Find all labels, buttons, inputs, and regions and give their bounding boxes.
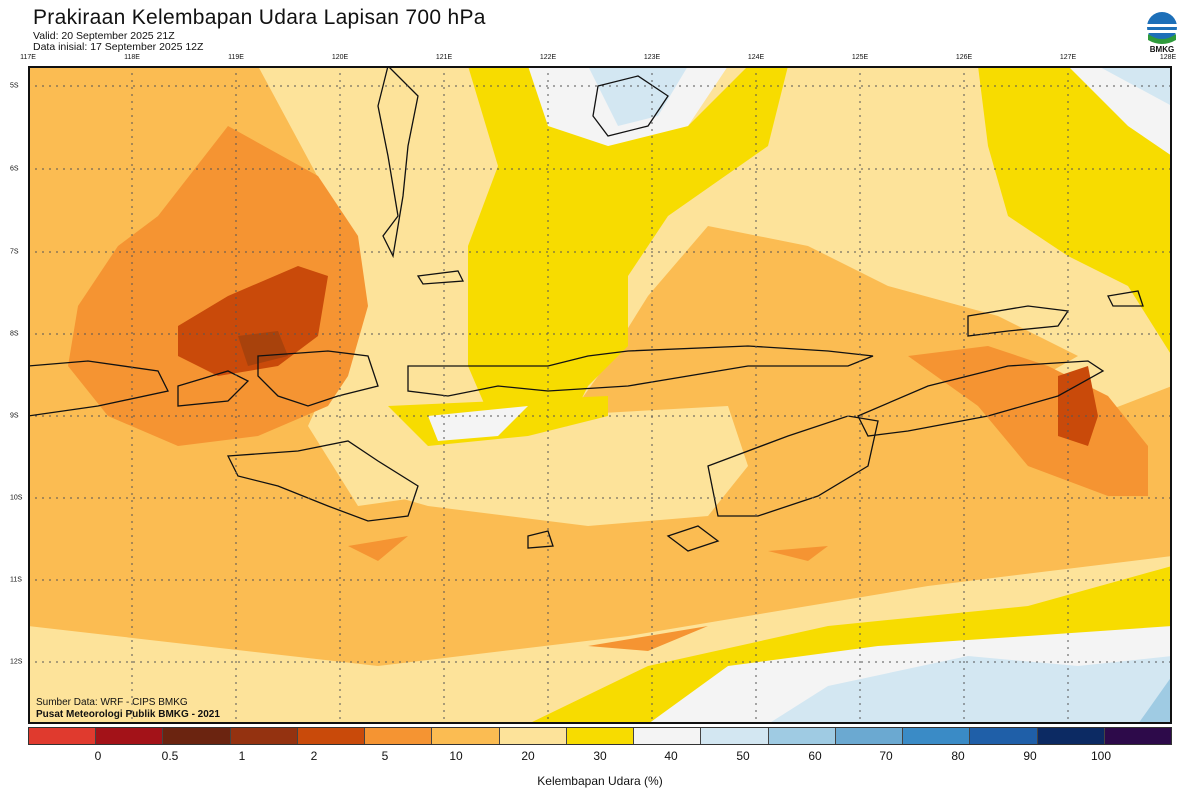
lon-label: 124E — [747, 54, 765, 61]
colorbar — [28, 727, 1172, 745]
dark-core-west — [238, 331, 288, 366]
orange-zone-east — [908, 346, 1148, 496]
colorbar-swatch — [1037, 728, 1105, 744]
colorbar-tick: 5 — [381, 749, 389, 763]
coastlines — [28, 66, 1144, 552]
colorbar-tick: 10 — [449, 749, 463, 763]
colorbar-tick: 100 — [1090, 749, 1112, 763]
colorbar-swatch — [1104, 728, 1171, 744]
coast-lombok — [177, 370, 250, 407]
lon-label: 128E — [1159, 54, 1177, 61]
blue-corner-se — [1138, 676, 1172, 724]
lon-label: 127E — [1059, 54, 1077, 61]
lat-label: 7S — [10, 248, 19, 256]
coast-bali — [28, 360, 169, 417]
colorbar-tick: 90 — [1023, 749, 1037, 763]
lat-label: 10S — [10, 494, 23, 502]
valid-time: Valid: 20 September 2025 21Z — [33, 30, 175, 42]
colorbar-swatch — [701, 728, 769, 744]
lat-label: 9S — [10, 412, 19, 420]
blue-patch-north — [588, 66, 688, 126]
logo-label: BMKG — [1149, 45, 1175, 54]
lon-label: 125E — [851, 54, 869, 61]
colorbar-tick: 80 — [951, 749, 965, 763]
gridlines — [28, 66, 1172, 724]
lat-label: 8S — [10, 330, 19, 338]
lon-label: 118E — [124, 54, 140, 61]
white-patch-lombok — [428, 406, 528, 441]
init-time: Data inisial: 17 September 2025 12Z — [33, 41, 204, 53]
yellow-zone-ne — [978, 66, 1172, 356]
lat-label: 6S — [10, 165, 19, 173]
lon-label: 119E — [228, 54, 244, 61]
lat-label: 5S — [10, 82, 19, 90]
orange-streak-1 — [348, 536, 408, 561]
colorbar-swatch — [970, 728, 1038, 744]
lon-label: 123E — [643, 54, 661, 61]
blue-zone-south — [768, 656, 1172, 724]
colorbar-tick: 2 — [310, 749, 318, 763]
coast-sulawesi-south — [377, 66, 419, 259]
colorbar-tick: 0 — [94, 749, 102, 763]
lon-label: 120E — [331, 54, 349, 61]
dark-zone-east — [1058, 366, 1098, 446]
coast-rote — [666, 525, 720, 552]
bmkg-logo-icon — [1147, 12, 1177, 44]
coast-alor — [967, 305, 1070, 337]
map-title: Prakiraan Kelembapan Udara Lapisan 700 h… — [33, 6, 486, 29]
lon-label: 117E — [20, 54, 36, 61]
dark-zone-west — [178, 266, 328, 376]
colorbar-swatch — [365, 728, 433, 744]
colorbar-tick: 1 — [238, 749, 246, 763]
coast-kalao — [416, 270, 465, 285]
credit-source: Sumber Data: WRF - CIPS BMKG — [36, 697, 188, 708]
colorbar-tick: 60 — [808, 749, 822, 763]
coast-sumba — [226, 440, 419, 522]
coast-northeast — [1107, 290, 1144, 307]
colorbar-swatch — [163, 728, 231, 744]
colorbar-swatch — [297, 728, 366, 744]
colorbar-swatch — [499, 728, 567, 744]
lat-label: 11S — [10, 576, 22, 584]
colorbar-swatch — [230, 728, 298, 744]
coast-timor — [707, 415, 879, 517]
coast-sumbawa — [257, 350, 379, 407]
orange-zone-west — [68, 126, 368, 446]
orange-streak-3 — [768, 546, 828, 561]
credit-org: Pusat Meteorologi Publik BMKG - 2021 — [36, 709, 220, 720]
colorbar-swatch — [29, 728, 97, 744]
colorbar-tick: 40 — [664, 749, 678, 763]
coast-flores — [407, 345, 874, 397]
lat-label: 12S — [10, 658, 23, 666]
colorbar-swatch — [768, 728, 836, 744]
colorbar-swatch — [432, 728, 500, 744]
lon-label: 126E — [955, 54, 973, 61]
humidity-map — [28, 66, 1172, 724]
colorbar-tick: 70 — [879, 749, 893, 763]
lon-label: 122E — [539, 54, 557, 61]
colorbar-swatch — [634, 728, 702, 744]
colorbar-tick: 50 — [736, 749, 750, 763]
colorbar-swatch — [96, 728, 164, 744]
colorbar-tick: 20 — [521, 749, 535, 763]
colorbar-swatch — [903, 728, 971, 744]
colorbar-swatch — [835, 728, 904, 744]
orange-streak-2 — [588, 626, 708, 651]
coast-timor-east — [857, 360, 1105, 437]
colorbar-tick: 0.5 — [161, 749, 179, 763]
lon-label: 121E — [435, 54, 453, 61]
coast-north-islands — [592, 75, 669, 137]
colorbar-label: Kelembapan Udara (%) — [537, 774, 663, 788]
colorbar-tick: 30 — [593, 749, 607, 763]
colorbar-swatch — [566, 728, 635, 744]
coast-sawu — [527, 530, 554, 549]
